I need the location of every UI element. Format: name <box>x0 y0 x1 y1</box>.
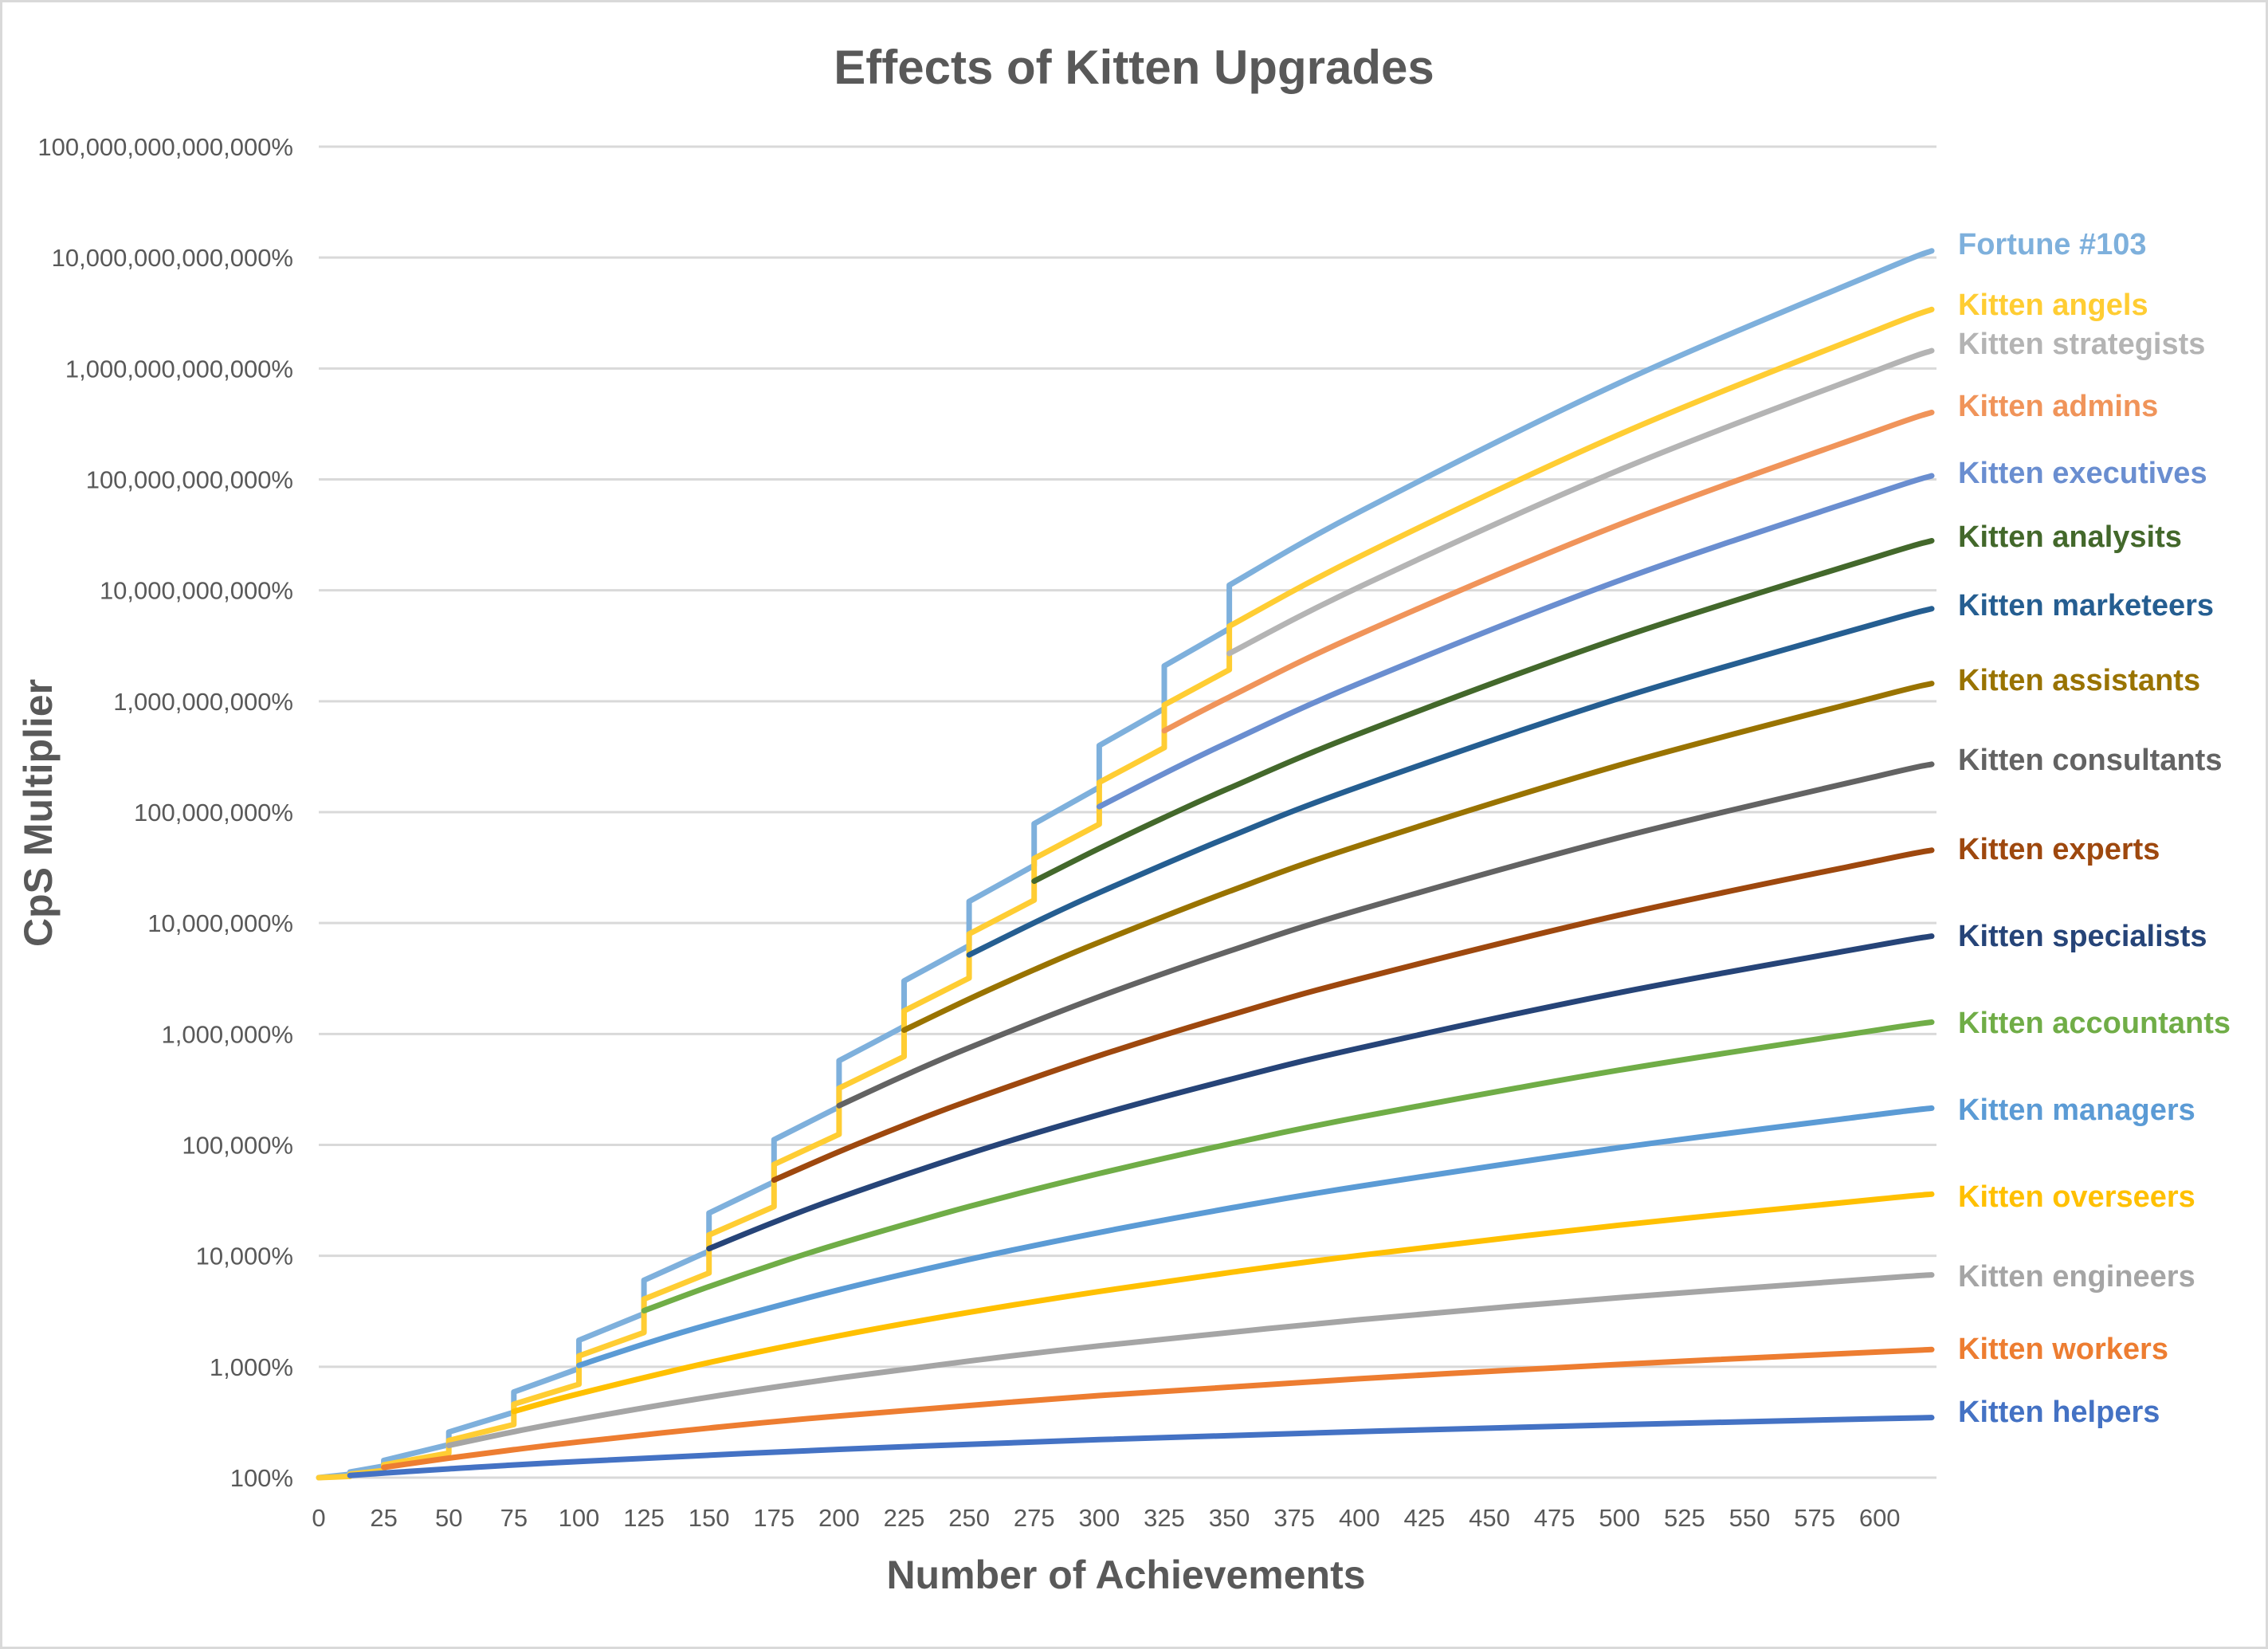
series-line-kitten-overseers <box>511 1191 1935 1415</box>
x-tick-label: 175 <box>753 1504 795 1532</box>
series-line-kitten-managers <box>576 1105 1935 1368</box>
series-label-kitten-helpers: Kitten helpers <box>1958 1396 2160 1429</box>
series-line-kitten-executives <box>1096 473 1935 810</box>
series-line-kitten-marketeers <box>966 606 1935 958</box>
x-tick-label: 325 <box>1144 1504 1185 1532</box>
series-line-kitten-helpers <box>347 1415 1935 1478</box>
y-tick-label: 1,000,000% <box>162 1020 293 1048</box>
x-tick-label: 125 <box>623 1504 665 1532</box>
series-line-kitten-analysits <box>1031 538 1935 885</box>
x-tick-label: 575 <box>1794 1504 1835 1532</box>
series-line-kitten-specialists <box>706 933 1935 1252</box>
series-labels: Fortune #103 Kitten angels Kitten strategi… <box>1958 228 2231 1429</box>
series-label-kitten-accountants: Kitten accountants <box>1958 1007 2231 1040</box>
y-tick-label: 100,000,000,000% <box>86 466 293 494</box>
series-lines <box>316 248 1935 1481</box>
x-tick-label: 500 <box>1599 1504 1640 1532</box>
y-tick-label: 100,000,000% <box>134 799 293 826</box>
series-label-kitten-strategists: Kitten strategists <box>1958 328 2205 361</box>
series-label-fortune-103: Fortune #103 <box>1958 228 2147 261</box>
x-tick-label: 550 <box>1729 1504 1771 1532</box>
series-label-kitten-specialists: Kitten specialists <box>1958 920 2207 953</box>
x-tick-label: 50 <box>435 1504 462 1532</box>
x-tick-label: 525 <box>1664 1504 1705 1532</box>
series-label-kitten-assistants: Kitten assistants <box>1958 664 2200 697</box>
series-line-kitten-angels <box>316 306 1935 1481</box>
x-tick-label: 375 <box>1273 1504 1315 1532</box>
y-tick-label: 100,000,000,000,000% <box>37 133 293 161</box>
series-line-kitten-workers <box>381 1346 1935 1470</box>
y-tick-label: 1,000,000,000,000% <box>65 355 293 383</box>
series-label-kitten-marketeers: Kitten marketeers <box>1958 589 2214 622</box>
x-tick-label: 200 <box>818 1504 860 1532</box>
y-tick-label: 10,000,000,000,000% <box>52 244 293 272</box>
y-tick-label: 10,000,000,000% <box>100 577 293 605</box>
series-label-kitten-analysits: Kitten analysits <box>1958 520 2182 554</box>
x-tick-labels: 0 25 50 75 100 125 150 175 200 225 250 275 300 325 350… <box>312 1504 1900 1532</box>
series-line-kitten-strategists <box>1226 347 1935 657</box>
x-tick-label: 400 <box>1339 1504 1380 1532</box>
series-line-fortune-103 <box>316 248 1935 1481</box>
series-line-kitten-admins <box>1161 410 1935 734</box>
x-tick-label: 350 <box>1209 1504 1250 1532</box>
x-tick-label: 275 <box>1014 1504 1055 1532</box>
x-tick-label: 600 <box>1859 1504 1901 1532</box>
series-line-kitten-assistants <box>901 681 1935 1033</box>
series-label-kitten-executives: Kitten executives <box>1958 457 2207 490</box>
series-line-kitten-accountants <box>641 1019 1935 1313</box>
x-tick-label: 225 <box>884 1504 925 1532</box>
series-label-kitten-managers: Kitten managers <box>1958 1093 2195 1127</box>
x-tick-label: 0 <box>312 1504 325 1532</box>
series-line-kitten-engineers <box>445 1272 1935 1449</box>
x-tick-label: 300 <box>1078 1504 1120 1532</box>
gridlines <box>319 145 1936 1479</box>
series-line-kitten-consultants <box>836 761 1935 1109</box>
y-axis-title: CpS Multiplier <box>16 679 61 947</box>
x-tick-label: 250 <box>948 1504 990 1532</box>
y-tick-label: 10,000,000% <box>147 909 293 937</box>
series-label-kitten-angels: Kitten angels <box>1958 289 2148 322</box>
series-label-kitten-admins: Kitten admins <box>1958 390 2158 423</box>
series-label-kitten-engineers: Kitten engineers <box>1958 1260 2195 1294</box>
chart-title: Effects of Kitten Upgrades <box>834 41 1434 94</box>
series-label-kitten-consultants: Kitten consultants <box>1958 744 2222 777</box>
series-label-kitten-experts: Kitten experts <box>1958 833 2160 866</box>
y-tick-labels: 100% 1,000% 10,000% 100,000% 1,000,000% 10,00… <box>37 133 293 1492</box>
x-tick-label: 75 <box>500 1504 528 1532</box>
series-label-kitten-overseers: Kitten overseers <box>1958 1180 2195 1214</box>
x-axis-title: Number of Achievements <box>886 1553 1365 1597</box>
y-tick-label: 100,000% <box>182 1132 293 1160</box>
x-tick-label: 25 <box>370 1504 397 1532</box>
series-line-kitten-experts <box>771 847 1935 1184</box>
series-label-kitten-workers: Kitten workers <box>1958 1333 2168 1366</box>
y-tick-label: 100% <box>230 1464 293 1492</box>
x-tick-label: 150 <box>689 1504 730 1532</box>
y-tick-label: 1,000% <box>210 1353 293 1381</box>
x-tick-label: 100 <box>559 1504 600 1532</box>
y-tick-label: 10,000% <box>196 1243 293 1270</box>
x-tick-label: 475 <box>1534 1504 1575 1532</box>
x-tick-label: 450 <box>1469 1504 1510 1532</box>
x-tick-label: 425 <box>1404 1504 1446 1532</box>
y-tick-label: 1,000,000,000% <box>113 688 293 716</box>
